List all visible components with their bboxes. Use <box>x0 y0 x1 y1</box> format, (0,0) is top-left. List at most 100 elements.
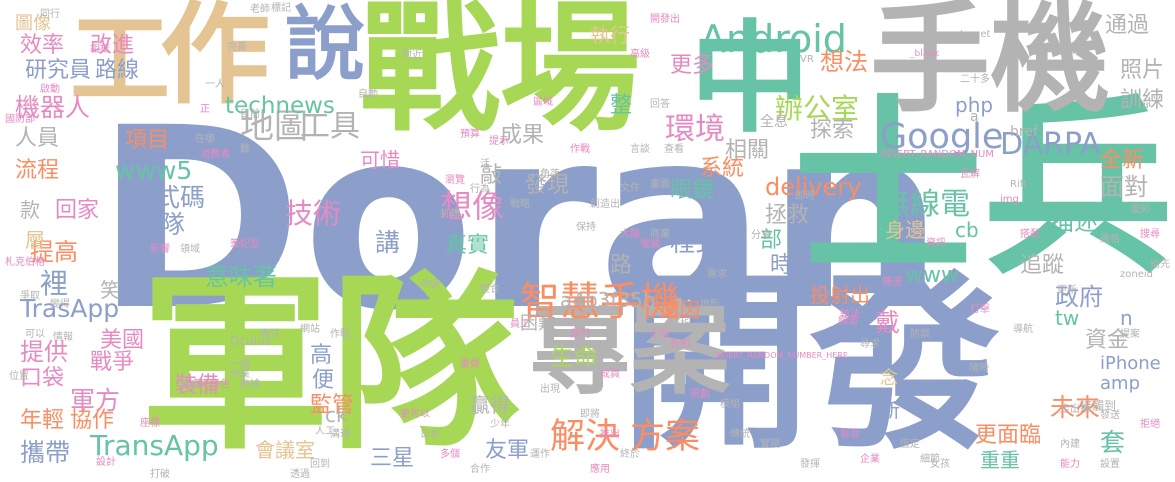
cloud-word-219-cjk: 回到 <box>310 459 330 470</box>
cloud-word-77-cjk: 系統 <box>700 156 745 181</box>
cloud-word-127-cjk: 少年 <box>490 419 510 430</box>
cloud-word-238-cjk: 區域 <box>533 97 553 108</box>
cloud-word-28-www5: www5 <box>115 156 193 185</box>
cloud-word-9-cjk: 說 <box>285 0 365 91</box>
cloud-word-98-ck: ck <box>325 403 348 427</box>
cloud-word-233-cjk: 導航 <box>1013 324 1033 335</box>
cloud-word-231-cjk: 分享 <box>751 230 771 241</box>
cloud-word-145-cjk: 一人 <box>205 79 225 90</box>
cloud-word-62-cjk: 年輕 <box>20 408 65 433</box>
cloud-word-61-cjk: 軍方 <box>70 386 121 415</box>
cloud-word-103-cjk: 回家 <box>55 198 100 223</box>
cloud-word-120-target: target <box>960 29 991 40</box>
cloud-word-174-cjk: 出現 <box>540 384 560 395</box>
cloud-word-15-darpa: DARPA <box>1000 127 1101 162</box>
cloud-word-182-cjk: 搭配 <box>1020 229 1040 240</box>
cloud-word-94-cjk: 贏得 <box>470 393 510 417</box>
cloud-word-117-insert-random-number-here: INSERT_RANDOM_NUMBER_HERE <box>715 351 848 360</box>
cloud-word-218-cjk: 透過 <box>290 469 310 480</box>
cloud-word-167-cjk: 一個 <box>230 359 250 370</box>
cloud-word-234-cjk: 位置 <box>9 371 29 382</box>
cloud-word-130-cjk: 二十多 <box>960 74 990 85</box>
cloud-word-75-cjk: 重重 <box>980 448 1020 472</box>
cloud-word-7-cjk: 專案 <box>530 291 730 408</box>
cloud-word-241-cjk: 資訊 <box>926 238 946 249</box>
cloud-word-59-cjk: 口袋 <box>20 366 65 391</box>
cloud-word-139-cjk: 同行 <box>40 9 60 20</box>
cloud-word-206-cjk: 防禦 <box>910 329 930 340</box>
cloud-word-136-cjk: 預算 <box>460 129 480 140</box>
cloud-word-39-cjk: 成果 <box>500 123 545 148</box>
cloud-word-11-cjk: 智慧 <box>520 279 600 325</box>
cloud-word-171-cjk: 綠色 <box>210 379 230 390</box>
cloud-word-19-cjk: 辦公室 <box>775 92 860 125</box>
cloud-word-68-cjk: 生命 <box>550 343 598 371</box>
cloud-word-41-cjk: 發現 <box>525 173 570 198</box>
cloud-word-43-cjk: 描述 <box>1050 208 1098 236</box>
cloud-word-146-cjk: 正 <box>200 104 210 115</box>
cloud-word-92-cjk: 新 <box>880 398 900 422</box>
cloud-word-195-cjk: 實現 <box>760 439 780 450</box>
cloud-word-164-cjk: 作戰 <box>330 329 350 340</box>
cloud-word-235-cjk: 座標 <box>140 418 160 429</box>
cloud-word-239-cjk: 查看 <box>664 144 684 155</box>
cloud-word-140-cjk: 開發出 <box>650 14 680 25</box>
cloud-word-21-cjk: 方案 <box>630 417 701 457</box>
cloud-word-5-cjk: 手機 <box>870 0 1110 129</box>
cloud-word-193-cjk: 應用 <box>590 464 610 475</box>
cloud-word-20-cjk: 解決 <box>550 417 621 457</box>
cloud-word-149-cjk: 言談 <box>630 144 650 155</box>
cloud-word-44-cjk: 面對 <box>1100 173 1148 201</box>
cloud-word-158-cjk: 領域 <box>180 244 200 255</box>
cloud-word-58-cjk: 戰爭 <box>90 350 135 375</box>
cloud-word-202-cjk: 瓦解 <box>960 169 980 180</box>
cloud-word-17-cjk: 工具 <box>300 109 360 144</box>
cloud-word-72-iphone: iPhone <box>1100 353 1161 374</box>
cloud-word-183-cjk: 嚴格 <box>1100 234 1120 245</box>
cloud-word-71-cjk: 未來 <box>1050 393 1101 422</box>
cloud-word-26-cjk: 無線電 <box>880 187 970 222</box>
cloud-word-215-cjk: 終於 <box>620 449 640 460</box>
cloud-word-217-cjk: 多個 <box>440 449 460 460</box>
cloud-word-114-a: a <box>970 109 979 125</box>
cloud-word-185-cjk: 搶先 <box>1150 259 1170 270</box>
cloud-word-49-cjk: 眼鏡 <box>670 178 715 203</box>
cloud-word-221-cjk: 保持 <box>576 222 596 233</box>
cloud-word-173-cjk: 作業 <box>230 369 250 380</box>
cloud-word-151-cjk: 難 <box>240 144 250 155</box>
cloud-word-63-cjk: 協作 <box>70 408 115 433</box>
cloud-word-200-cjk: 角落 <box>540 169 560 180</box>
cloud-word-113-href: href <box>1010 124 1038 140</box>
cloud-word-205-cjk: 打擊 <box>970 304 990 315</box>
cloud-word-135-cjk: 札克伯格 <box>5 257 45 268</box>
cloud-word-170-cjk: 結合 <box>180 379 200 390</box>
cloud-word-87-cjk: 困難 <box>520 313 556 334</box>
cloud-word-82-cjk: 探索 <box>810 118 855 143</box>
cloud-word-190-cjk: 溝通 <box>330 429 350 440</box>
cloud-word-223-cjk: 頻道 <box>838 316 858 327</box>
cloud-word-134-cjk: 國防部 <box>5 114 35 125</box>
cloud-word-187-cjk: 拒絕 <box>1140 419 1160 430</box>
cloud-word-79-cjk: 通過 <box>1105 13 1150 38</box>
cloud-word-189-cjk: 企業 <box>860 454 880 465</box>
cloud-word-48-cjk: 程式 <box>670 228 721 257</box>
cloud-word-29-cjk: 程式碼 <box>130 183 206 212</box>
cloud-word-204-cjk: 打破 <box>150 469 170 480</box>
cloud-word-27-cjk: 項目 <box>125 128 170 153</box>
cloud-word-132-cjk: 筆記型 <box>230 239 260 250</box>
cloud-word-81-cjk: 訓練 <box>1120 88 1165 113</box>
cloud-word-243-cjk: 情報 <box>53 332 73 343</box>
cloud-word-161-cjk: 折扣 <box>670 339 690 350</box>
cloud-word-14-google: Google <box>880 117 1004 157</box>
cloud-word-244-cjk: 共享 <box>184 379 204 390</box>
cloud-word-60-cjk: 裝備 <box>175 373 220 398</box>
cloud-word-179-cjk: 恆定 <box>900 439 920 450</box>
cloud-word-86-cjk: 執行 <box>590 23 630 47</box>
cloud-word-125-cjk: 戰略 <box>510 199 530 210</box>
cloud-word-176-cjk: 變得 <box>50 299 70 310</box>
cloud-word-78-cjk: 想法 <box>820 48 868 76</box>
cloud-word-177-cjk: 可以 <box>25 329 45 340</box>
cloud-word-154-cjk: 畫面 <box>650 179 670 190</box>
cloud-word-230-cjk: 文件 <box>620 183 640 194</box>
